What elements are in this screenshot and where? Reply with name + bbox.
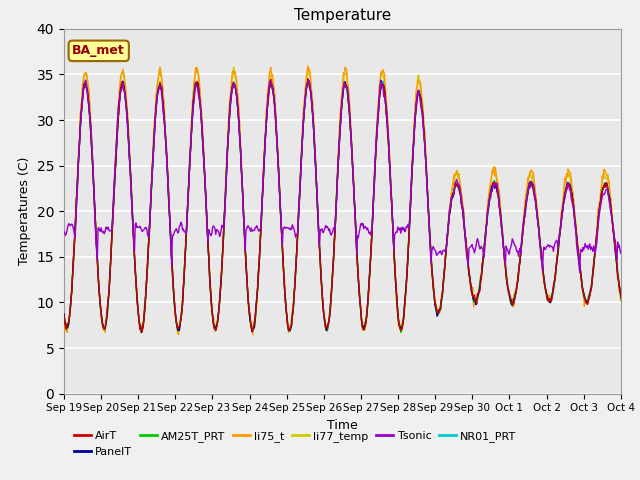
Line: PanelT: PanelT [64,80,640,332]
li75_t [292,267,300,273]
Tsonic [456,190,464,195]
AirT [458,198,465,204]
AirT [424,199,432,205]
li77_temp [269,79,277,84]
AirT [304,76,312,82]
NR01_PRT [269,87,277,93]
AirT [292,270,300,276]
AirT [269,90,277,96]
li75_t [269,78,277,84]
li77_temp [130,234,138,240]
AM25T_PRT [424,199,432,205]
PanelT [458,201,465,207]
li77_temp [175,332,182,337]
AM25T_PRT [81,78,89,84]
AirT [138,328,146,334]
Tsonic [240,216,248,221]
AirT [240,216,248,221]
AM25T_PRT [397,329,404,335]
AM25T_PRT [240,215,248,220]
li77_temp [292,266,300,272]
Tsonic [423,188,431,193]
PanelT [138,329,145,335]
PanelT [60,311,68,317]
AM25T_PRT [60,312,68,318]
AirT [130,241,138,247]
li77_temp [240,211,248,216]
NR01_PRT [379,78,387,84]
Title: Temperature: Temperature [294,9,391,24]
Tsonic [60,229,68,235]
AM25T_PRT [131,252,138,258]
NR01_PRT [240,213,248,219]
Line: Tsonic: Tsonic [64,80,640,273]
li75_t [458,188,465,193]
Tsonic [131,249,138,254]
NR01_PRT [137,329,145,335]
PanelT [130,237,138,243]
Tsonic [292,234,300,240]
PanelT [292,269,300,275]
PanelT [269,87,277,93]
li75_t [130,236,138,242]
PanelT [240,214,248,220]
NR01_PRT [458,197,465,203]
li75_t [424,197,432,203]
li77_temp [60,311,68,316]
Tsonic [269,89,277,95]
Tsonic [82,77,90,83]
li75_t [239,193,246,199]
Y-axis label: Temperatures (C): Temperatures (C) [18,157,31,265]
NR01_PRT [130,238,138,243]
li77_temp [304,64,312,70]
AirT [60,313,68,319]
Legend: AirT, PanelT, AM25T_PRT, li75_t, li77_temp, Tsonic, NR01_PRT: AirT, PanelT, AM25T_PRT, li75_t, li77_te… [70,427,521,461]
Line: li77_temp: li77_temp [64,67,640,335]
Line: NR01_PRT: NR01_PRT [64,81,640,332]
Text: BA_met: BA_met [72,44,125,57]
AM25T_PRT [269,89,277,95]
AM25T_PRT [292,273,300,278]
Line: AM25T_PRT: AM25T_PRT [64,81,640,332]
li77_temp [458,191,465,196]
Line: li75_t: li75_t [64,66,640,335]
PanelT [305,77,312,83]
li77_temp [424,196,432,202]
Line: AirT: AirT [64,79,640,331]
NR01_PRT [424,198,432,204]
NR01_PRT [60,312,68,318]
li75_t [304,63,312,69]
PanelT [424,200,432,206]
Tsonic [576,270,584,276]
li75_t [60,316,68,322]
AM25T_PRT [458,198,465,204]
X-axis label: Time: Time [327,419,358,432]
NR01_PRT [292,270,300,276]
li75_t [249,332,257,337]
